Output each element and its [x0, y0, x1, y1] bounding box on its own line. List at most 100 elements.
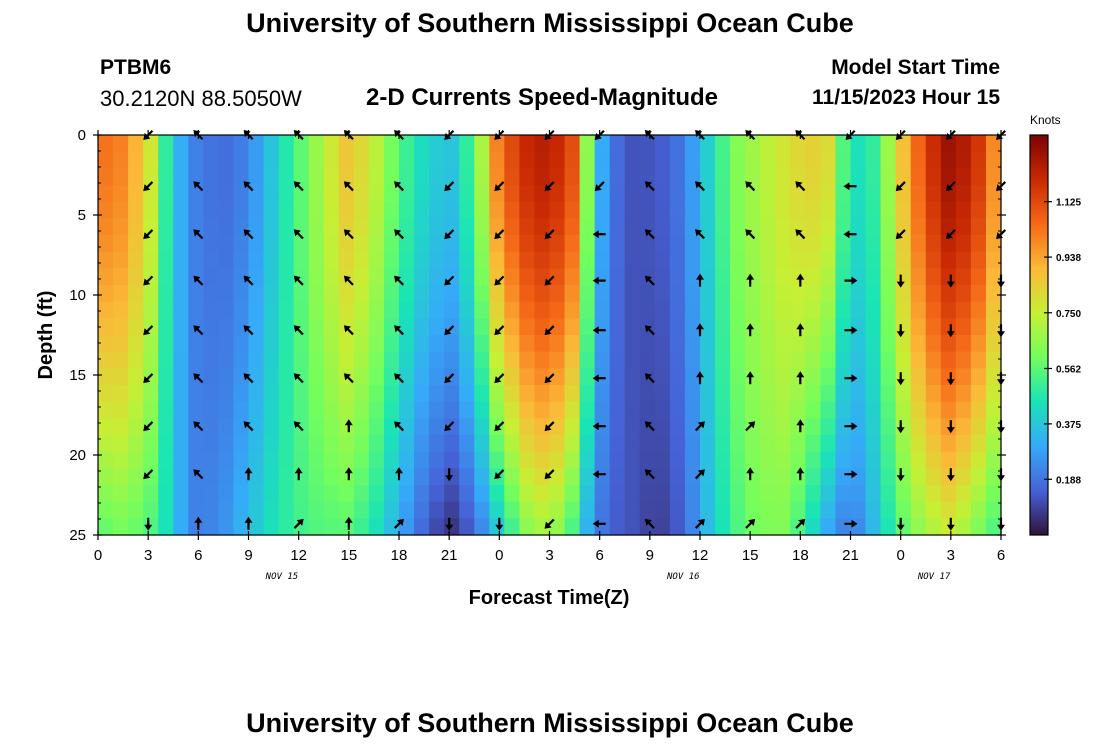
heatmap-cell	[639, 468, 656, 486]
current-arrow	[844, 422, 858, 431]
heatmap-cell	[639, 485, 656, 503]
current-arrow	[844, 276, 858, 285]
heatmap-cell	[323, 301, 340, 319]
x-tick-label: 9	[244, 547, 252, 564]
heatmap-cell	[850, 435, 867, 453]
heatmap-cell	[564, 318, 581, 336]
heatmap-cell	[338, 235, 355, 253]
date-label: NOV 17	[917, 572, 951, 582]
heatmap-cell	[624, 235, 641, 253]
heatmap-cell	[293, 518, 310, 536]
heatmap-cell	[399, 451, 415, 469]
heatmap-cell	[715, 368, 731, 386]
heatmap-cell	[444, 235, 460, 253]
heatmap-cell	[399, 318, 415, 336]
heatmap-cell	[639, 401, 656, 419]
heatmap-cell	[278, 468, 295, 486]
current-arrow	[394, 275, 405, 286]
heatmap-cell	[835, 368, 852, 386]
heatmap-cell	[293, 168, 310, 186]
heatmap-cell	[654, 301, 671, 319]
heatmap-cell	[113, 151, 129, 169]
heatmap-cell	[399, 235, 415, 253]
heatmap-cell	[368, 185, 385, 203]
heatmap-cell	[323, 268, 340, 286]
heatmap-cell	[218, 485, 235, 503]
heatmap-cell	[474, 268, 490, 286]
heatmap-cell	[263, 168, 280, 186]
heatmap-cell	[353, 485, 370, 503]
heatmap-cell	[790, 218, 806, 236]
heatmap-cell	[910, 218, 927, 236]
heatmap-cell	[549, 518, 566, 536]
heatmap-cell	[805, 185, 821, 203]
heatmap-cell	[504, 501, 520, 519]
heatmap-cell	[263, 151, 280, 169]
current-arrow	[695, 181, 706, 192]
heatmap-cell	[579, 501, 596, 519]
heatmap-cell	[955, 185, 972, 203]
current-arrow	[143, 373, 154, 384]
heatmap-cell	[760, 285, 776, 303]
colorbar-bar	[1029, 134, 1049, 536]
heatmap-cell	[278, 201, 295, 219]
current-arrows	[143, 129, 1007, 531]
heatmap-cell	[609, 268, 626, 286]
current-arrow	[896, 420, 905, 434]
heatmap-cell	[970, 151, 987, 169]
heatmap-cell	[895, 268, 912, 286]
heatmap-cell	[835, 435, 852, 453]
heatmap-cell	[955, 285, 972, 303]
heatmap-cell	[399, 151, 415, 169]
heatmap-cell	[233, 168, 250, 186]
heatmap-cell	[715, 318, 731, 336]
heatmap-cell	[985, 151, 1002, 169]
current-arrow	[293, 181, 304, 192]
heatmap-cell	[323, 518, 340, 536]
heatmap-cell	[910, 385, 927, 403]
heatmap-cell	[158, 501, 174, 519]
heatmap-cell	[173, 468, 189, 486]
heatmap-cell	[248, 335, 265, 353]
heatmap-cell	[143, 251, 159, 269]
heatmap-cell	[474, 518, 490, 536]
heatmap-cell	[760, 435, 776, 453]
heatmap-cell	[970, 135, 987, 153]
heatmap-cell	[98, 135, 114, 153]
heatmap-cell	[669, 435, 686, 453]
heatmap-cell	[730, 268, 746, 286]
heatmap-cell	[745, 301, 761, 319]
heatmap-cell	[474, 435, 490, 453]
heatmap-cell	[760, 501, 776, 519]
heatmap-cell	[173, 268, 189, 286]
heatmap-cell	[760, 485, 776, 503]
heatmap-cell	[730, 251, 746, 269]
current-arrow	[193, 181, 204, 192]
heatmap-cell	[895, 451, 912, 469]
heatmap-cell	[308, 318, 325, 336]
heatmap-cell	[594, 301, 611, 319]
heatmap-cell	[609, 235, 626, 253]
heatmap-cell	[850, 201, 867, 219]
heatmap-cell	[624, 135, 641, 153]
heatmap-cell	[263, 418, 280, 436]
heatmap-cell	[338, 351, 355, 369]
heatmap-cell	[323, 201, 340, 219]
heatmap-cell	[805, 201, 821, 219]
heatmap-cell	[323, 485, 340, 503]
y-tick-label: 15	[69, 367, 86, 384]
current-arrow	[844, 519, 858, 528]
heatmap-cell	[850, 168, 867, 186]
heatmap-cell	[850, 451, 867, 469]
heatmap-cell	[504, 168, 520, 186]
heatmap-cell	[444, 168, 460, 186]
heatmap-cell	[624, 485, 641, 503]
current-arrow	[746, 467, 755, 481]
heatmap-cell	[504, 201, 520, 219]
current-arrow	[544, 469, 555, 480]
heatmap-cell	[128, 351, 144, 369]
x-tick-label: 0	[896, 547, 904, 564]
heatmap-cell	[730, 351, 746, 369]
heatmap-cell	[579, 435, 596, 453]
current-arrow	[843, 182, 857, 191]
